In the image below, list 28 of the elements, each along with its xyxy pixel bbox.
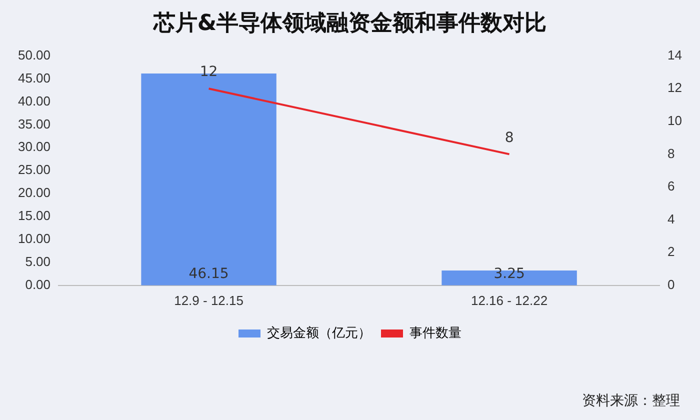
y2-tick-label: 0 — [668, 276, 675, 292]
y-tick-label: 50.00 — [18, 47, 51, 62]
y2-tick-label: 12 — [668, 80, 682, 96]
y2-tick-label: 8 — [668, 146, 675, 161]
y2-tick-label: 4 — [668, 211, 675, 226]
y-tick-label: 45.00 — [18, 70, 51, 86]
legend-label: 交易金额（亿元） — [267, 325, 371, 340]
y2-tick-label: 10 — [668, 112, 682, 128]
data-label: 46.15 — [188, 266, 229, 282]
y-tick-label: 40.00 — [18, 93, 51, 108]
chart-title: 芯片&半导体领域融资金额和事件数对比 — [152, 10, 548, 38]
y-tick-label: 5.00 — [25, 254, 51, 270]
y2-tick-label: 14 — [668, 47, 682, 62]
x-tick-label: 12.16 - 12.22 — [470, 292, 548, 308]
data-label: 3.25 — [494, 266, 525, 282]
data-label: 8 — [504, 130, 514, 146]
y-tick-label: 30.00 — [18, 139, 51, 154]
y-tick-label: 0.00 — [25, 276, 51, 292]
text: 资料来源：整理 — [582, 392, 680, 410]
y-tick-label: 15.00 — [18, 208, 51, 224]
y-tick-label: 35.00 — [18, 116, 51, 132]
y2-tick-label: 6 — [668, 178, 675, 194]
y-tick-label: 25.00 — [18, 162, 51, 178]
y-tick-label: 10.00 — [18, 231, 51, 246]
y2-tick-label: 2 — [668, 244, 675, 260]
x-tick-label: 12.9 - 12.15 — [174, 292, 244, 308]
y-tick-label: 20.00 — [18, 185, 51, 200]
legend-label: 事件数量 — [410, 325, 462, 340]
